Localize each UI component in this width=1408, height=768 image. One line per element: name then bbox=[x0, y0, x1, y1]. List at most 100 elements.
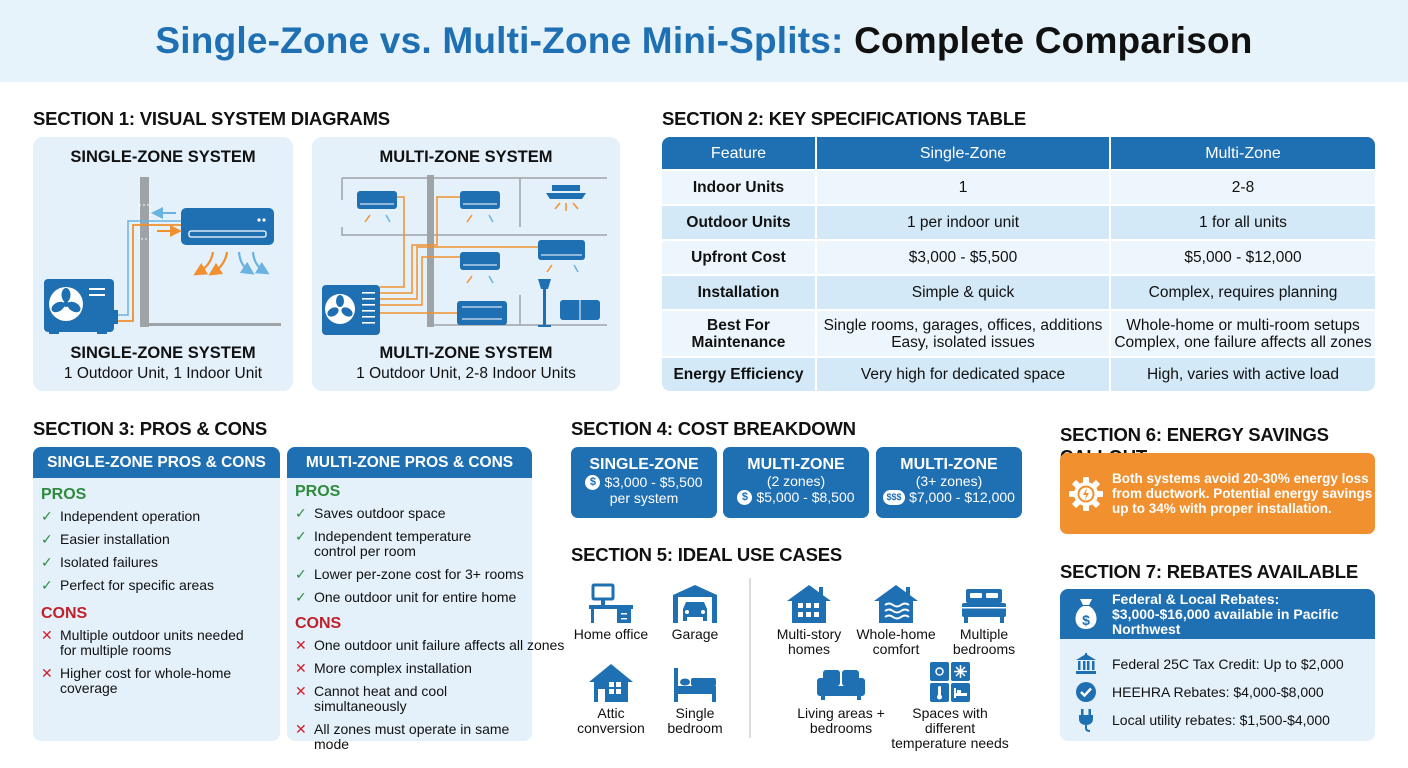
table-cell: 1 per indoor unit bbox=[817, 206, 1111, 241]
multi-zone-pros-cons-heading: MULTI-ZONE PROS & CONS bbox=[287, 447, 532, 478]
cost-card-multi-zone-2: MULTI-ZONE (2 zones) $ $5,000 - $8,500 bbox=[723, 447, 869, 518]
check-icon: ✓ bbox=[41, 577, 53, 593]
pro-item: ✓ Independent operation bbox=[41, 508, 201, 524]
cost-card-price: $7,000 - $12,000 bbox=[909, 489, 1015, 505]
column-header: Feature bbox=[662, 137, 817, 171]
plug-icon bbox=[1079, 708, 1093, 732]
con-item: ✕ Multiple outdoor units needed for multi… bbox=[41, 627, 244, 658]
cost-card-heading: MULTI-ZONE bbox=[900, 456, 998, 473]
check-icon: ✓ bbox=[41, 508, 53, 524]
gear-lightning-icon bbox=[1069, 476, 1103, 511]
table-cell: Whole-home or multi-room setups Complex,… bbox=[1111, 311, 1375, 358]
con-item: ✕ One outdoor unit failure affects all zo… bbox=[295, 637, 565, 653]
dollar-coin-icon: $ bbox=[585, 475, 601, 490]
section-5-title: SECTION 5: IDEAL USE CASES bbox=[571, 544, 842, 565]
cost-card-heading: SINGLE-ZONE bbox=[589, 456, 699, 473]
energy-savings-callout: Both systems avoid 20-30% energy loss fr… bbox=[1060, 453, 1375, 534]
energy-savings-text: Both systems avoid 20-30% energy loss fr… bbox=[1112, 471, 1373, 516]
use-case-different-temperatures: Spaces with different temperature needs bbox=[886, 662, 1014, 751]
pro-item: ✓ Independent temperature control per roo… bbox=[295, 528, 472, 559]
single-zone-heading: SINGLE-ZONE SYSTEM bbox=[70, 148, 256, 166]
section-2-title: SECTION 2: KEY SPECIFICATIONS TABLE bbox=[662, 108, 1027, 129]
table-cell: Energy Efficiency bbox=[662, 358, 817, 391]
section-3-title: SECTION 3: PROS & CONS bbox=[33, 418, 268, 439]
check-icon: ✓ bbox=[41, 531, 53, 547]
multi-zone-pros-cons-card: MULTI-ZONE PROS & CONS PROS ✓ Saves outdo… bbox=[287, 447, 565, 752]
cons-label: CONS bbox=[41, 605, 88, 622]
table-header-row: Feature Single-Zone Multi-Zone bbox=[662, 137, 1375, 171]
pros-label: PROS bbox=[41, 486, 87, 503]
house-airflow-icon bbox=[874, 585, 918, 623]
sofa-icon bbox=[817, 670, 865, 700]
column-header: Single-Zone bbox=[817, 137, 1111, 171]
cross-icon: ✕ bbox=[295, 683, 307, 699]
table-cell: Very high for dedicated space bbox=[817, 358, 1111, 391]
cost-card-note: per system bbox=[609, 490, 679, 506]
table-cell: Complex, requires planning bbox=[1111, 276, 1375, 311]
use-case-living-areas: Living areas + bedrooms bbox=[795, 662, 887, 736]
single-zone-diagram-card: SINGLE-ZONE SYSTEM bbox=[33, 137, 293, 391]
section-7-title: SECTION 7: REBATES AVAILABLE bbox=[1060, 561, 1358, 582]
con-item: ✕ All zones must operate in same mode bbox=[295, 721, 510, 752]
use-case-multiple-bedrooms: Multiple bedrooms bbox=[942, 583, 1026, 657]
single-bed-icon bbox=[674, 668, 716, 702]
multi-zone-caption-sub: 1 Outdoor Unit, 2-8 Indoor Units bbox=[356, 365, 576, 382]
pro-item: ✓ Saves outdoor space bbox=[295, 505, 446, 521]
multi-zone-caption-title: MULTI-ZONE SYSTEM bbox=[379, 344, 553, 362]
rebates-banner-text: Federal & Local Rebates: $3,000-$16,000 … bbox=[1112, 590, 1339, 637]
multi-story-house-icon bbox=[787, 585, 831, 623]
table-row: Energy Efficiency Very high for dedicate… bbox=[662, 358, 1375, 391]
con-item: ✕ Cannot heat and cool simultaneously bbox=[295, 683, 448, 714]
use-case-home-office: Home office bbox=[571, 583, 651, 642]
cost-card-sub: (2 zones) bbox=[766, 473, 826, 489]
cost-card-multi-zone-3plus: MULTI-ZONE (3+ zones) $$$ $7,000 - $12,00… bbox=[876, 447, 1022, 518]
table-cell: 1 for all units bbox=[1111, 206, 1375, 241]
table-cell: Indoor Units bbox=[662, 171, 817, 206]
double-bed-icon bbox=[962, 589, 1006, 623]
use-case-garage: Garage bbox=[655, 583, 735, 642]
pro-item: ✓ Isolated failures bbox=[41, 554, 159, 570]
cons-label: CONS bbox=[295, 615, 342, 632]
title-part-1: Single-Zone vs. Multi-Zone Mini-Splits: bbox=[155, 20, 844, 61]
table-row: Installation Simple & quick Complex, req… bbox=[662, 276, 1375, 311]
cost-card-single-zone: SINGLE-ZONE $ $3,000 - $5,500 per system bbox=[571, 447, 717, 518]
single-zone-caption-title: SINGLE-ZONE SYSTEM bbox=[70, 344, 256, 362]
check-icon: ✓ bbox=[295, 505, 307, 521]
title-bar: Single-Zone vs. Multi-Zone Mini-Splits: … bbox=[0, 0, 1408, 82]
rebate-item: HEEHRA Rebates: $4,000-$8,000 bbox=[1060, 678, 1375, 705]
use-case-single-bedroom: Single bedroom bbox=[655, 662, 735, 736]
check-icon: ✓ bbox=[295, 589, 307, 605]
use-case-multi-story-homes: Multi-story homes bbox=[768, 583, 850, 657]
table-row: Best For Maintenance Single rooms, garag… bbox=[662, 311, 1375, 358]
house-icon bbox=[589, 664, 633, 702]
dollar-coin-icon: $ bbox=[737, 490, 753, 505]
svg-text:$: $ bbox=[1082, 612, 1090, 628]
table-cell: Single rooms, garages, offices, addition… bbox=[817, 311, 1111, 358]
rebate-item: Local utility rebates: $1,500-$4,000 bbox=[1060, 706, 1375, 733]
pro-item: ✓ One outdoor unit for entire home bbox=[295, 589, 517, 605]
use-case-attic-conversion: Attic conversion bbox=[571, 662, 651, 736]
specifications-table: Feature Single-Zone Multi-Zone Indoor Un… bbox=[662, 137, 1375, 391]
con-item: ✕ Higher cost for whole-home coverage bbox=[41, 665, 232, 696]
page-title: Single-Zone vs. Multi-Zone Mini-Splits: … bbox=[155, 20, 1252, 62]
column-header: Multi-Zone bbox=[1111, 137, 1375, 171]
multi-zone-diagram-illustration bbox=[322, 175, 607, 335]
table-cell: Upfront Cost bbox=[662, 241, 817, 276]
table-cell: Installation bbox=[662, 276, 817, 311]
single-zone-caption-sub: 1 Outdoor Unit, 1 Indoor Unit bbox=[63, 365, 263, 382]
table-row: Indoor Units 1 2-8 bbox=[662, 171, 1375, 206]
cost-card-heading: MULTI-ZONE bbox=[747, 456, 845, 473]
pro-item: ✓ Lower per-zone cost for 3+ rooms bbox=[295, 566, 524, 582]
cost-card-sub: (3+ zones) bbox=[915, 473, 983, 489]
rebates-banner: $ Federal & Local Rebates: $3,000-$16,00… bbox=[1060, 589, 1375, 639]
multi-zone-heading: MULTI-ZONE SYSTEM bbox=[379, 148, 553, 166]
pro-item: ✓ Perfect for specific areas bbox=[41, 577, 215, 593]
table-cell: Simple & quick bbox=[817, 276, 1111, 311]
cross-icon: ✕ bbox=[41, 665, 53, 681]
desk-icon bbox=[589, 583, 633, 623]
garage-icon bbox=[673, 585, 717, 623]
section-4-title: SECTION 4: COST BREAKDOWN bbox=[571, 418, 856, 439]
table-cell: 2-8 bbox=[1111, 171, 1375, 206]
pros-label: PROS bbox=[295, 483, 341, 500]
check-icon: ✓ bbox=[41, 554, 53, 570]
